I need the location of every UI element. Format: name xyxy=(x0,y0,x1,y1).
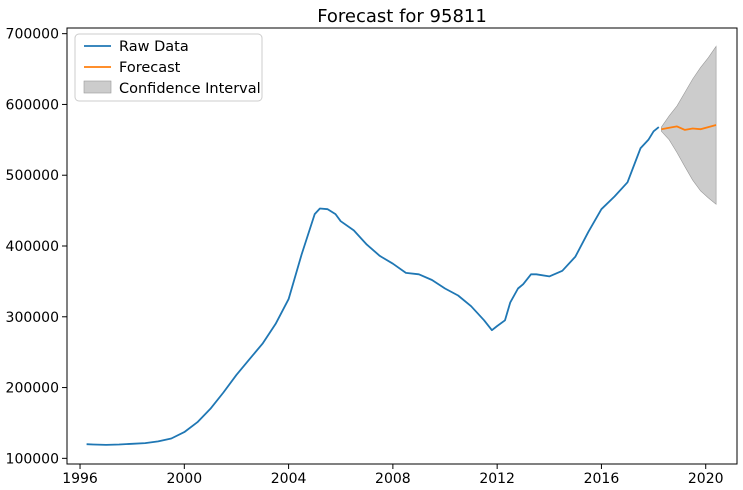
y-tick-label: 200000 xyxy=(6,381,59,397)
confidence-interval-band xyxy=(661,45,717,205)
legend-confidence-interval-label: Confidence Interval xyxy=(119,81,261,97)
x-axis: 1996 2000 2004 2008 2012 2016 2020 xyxy=(62,464,724,487)
confidence-interval-layer xyxy=(661,45,717,205)
x-tick-label: 2008 xyxy=(375,471,411,487)
legend-raw-data-label: Raw Data xyxy=(119,39,189,55)
y-axis: 100000 200000 300000 400000 500000 600000 7000… xyxy=(6,27,67,467)
y-tick-label: 700000 xyxy=(6,27,59,43)
legend-box xyxy=(74,33,263,102)
x-tick-label: 2004 xyxy=(271,471,307,487)
raw-data-line xyxy=(86,126,660,446)
y-tick-label: 500000 xyxy=(6,168,59,184)
x-tick-label: 1996 xyxy=(62,471,98,487)
forecast-line xyxy=(661,124,717,131)
legend-confidence-interval-swatch xyxy=(83,80,112,94)
chart-title: Forecast for 95811 xyxy=(317,6,487,27)
x-tick-label: 2000 xyxy=(166,471,202,487)
x-tick-label: 2020 xyxy=(688,471,724,487)
y-tick-label: 400000 xyxy=(6,239,59,255)
y-tick-label: 100000 xyxy=(6,451,59,467)
x-tick-label: 2016 xyxy=(584,471,620,487)
series-lines-layer xyxy=(86,124,717,446)
legend: Raw Data Forecast Confidence Interval xyxy=(74,33,263,102)
legend-forecast-label: Forecast xyxy=(119,60,181,76)
x-tick-label: 2012 xyxy=(479,471,515,487)
y-tick-label: 600000 xyxy=(6,97,59,113)
y-tick-label: 300000 xyxy=(6,310,59,326)
